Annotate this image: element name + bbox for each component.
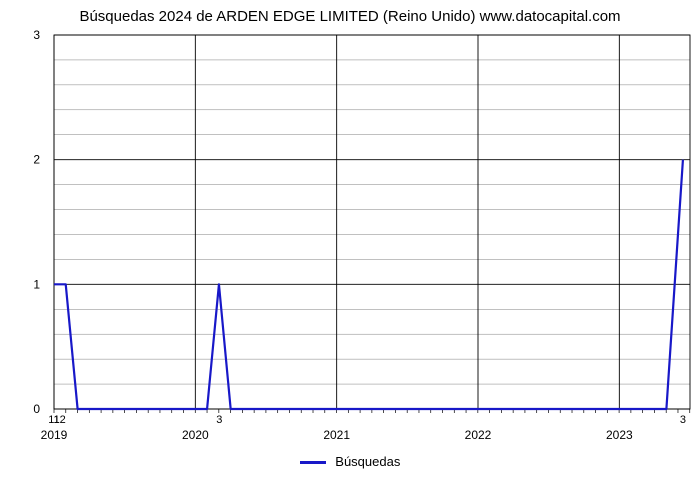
svg-text:1: 1: [33, 277, 40, 291]
svg-text:2023: 2023: [606, 428, 633, 442]
chart-container: 012320192020202120222023111233 Búsquedas: [0, 29, 700, 469]
legend: Búsquedas: [0, 454, 700, 469]
svg-text:3: 3: [33, 29, 40, 42]
chart-svg: 012320192020202120222023111233: [0, 29, 700, 469]
svg-text:2019: 2019: [41, 428, 68, 442]
svg-text:2021: 2021: [323, 428, 350, 442]
svg-text:0: 0: [33, 402, 40, 416]
legend-swatch: [300, 461, 326, 464]
svg-text:3: 3: [216, 414, 222, 426]
svg-text:2020: 2020: [182, 428, 209, 442]
svg-text:12: 12: [54, 414, 66, 426]
svg-text:2022: 2022: [465, 428, 492, 442]
legend-label: Búsquedas: [335, 454, 400, 469]
chart-title: Búsquedas 2024 de ARDEN EDGE LIMITED (Re…: [0, 0, 700, 29]
svg-text:2: 2: [33, 153, 40, 167]
svg-text:3: 3: [680, 414, 686, 426]
